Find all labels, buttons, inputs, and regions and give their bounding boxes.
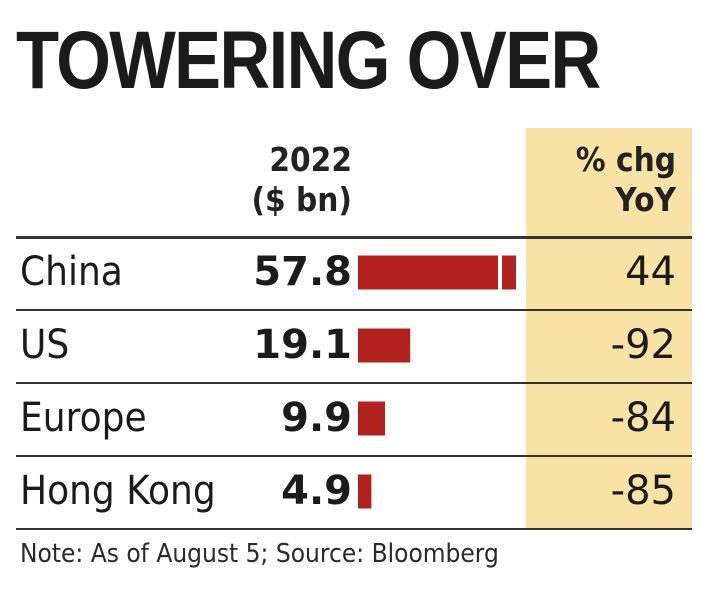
- yoy-column-header: % chg YoY: [541, 140, 676, 220]
- table-row: Europe 9.9 -84: [0, 382, 718, 455]
- country-label: Hong Kong: [20, 468, 216, 514]
- country-label: China: [20, 249, 123, 295]
- value-label: 9.9: [281, 395, 352, 441]
- row-divider: [16, 455, 692, 457]
- yoy-label: -92: [610, 322, 676, 368]
- row-divider: [16, 309, 692, 311]
- table-row: US 19.1 -92: [0, 309, 718, 382]
- yoy-label: -85: [610, 468, 676, 514]
- yoy-header-line2: YoY: [615, 180, 676, 219]
- country-label: US: [20, 322, 70, 368]
- country-label: Europe: [20, 395, 147, 441]
- value-label: 19.1: [253, 322, 352, 368]
- value-header-year: 2022: [269, 140, 352, 179]
- value-label: 57.8: [253, 249, 352, 295]
- source-note: Note: As of August 5; Source: Bloomberg: [20, 539, 499, 569]
- header-rule: [16, 236, 692, 239]
- value-label: 4.9: [281, 468, 352, 514]
- yoy-header-line1: % chg: [575, 140, 676, 179]
- table-row: Hong Kong 4.9 -85: [0, 455, 718, 528]
- value-column-header: 2022 ($ bn): [233, 140, 352, 220]
- table-row: China 57.8 44: [0, 236, 718, 309]
- yoy-label: -84: [610, 395, 676, 441]
- yoy-column-highlight: [526, 128, 692, 528]
- footer-rule: [16, 528, 692, 530]
- value-header-unit: ($ bn): [251, 180, 352, 219]
- yoy-label: 44: [625, 249, 676, 295]
- chart-title: TOWERING OVER: [16, 15, 601, 106]
- row-divider: [16, 382, 692, 384]
